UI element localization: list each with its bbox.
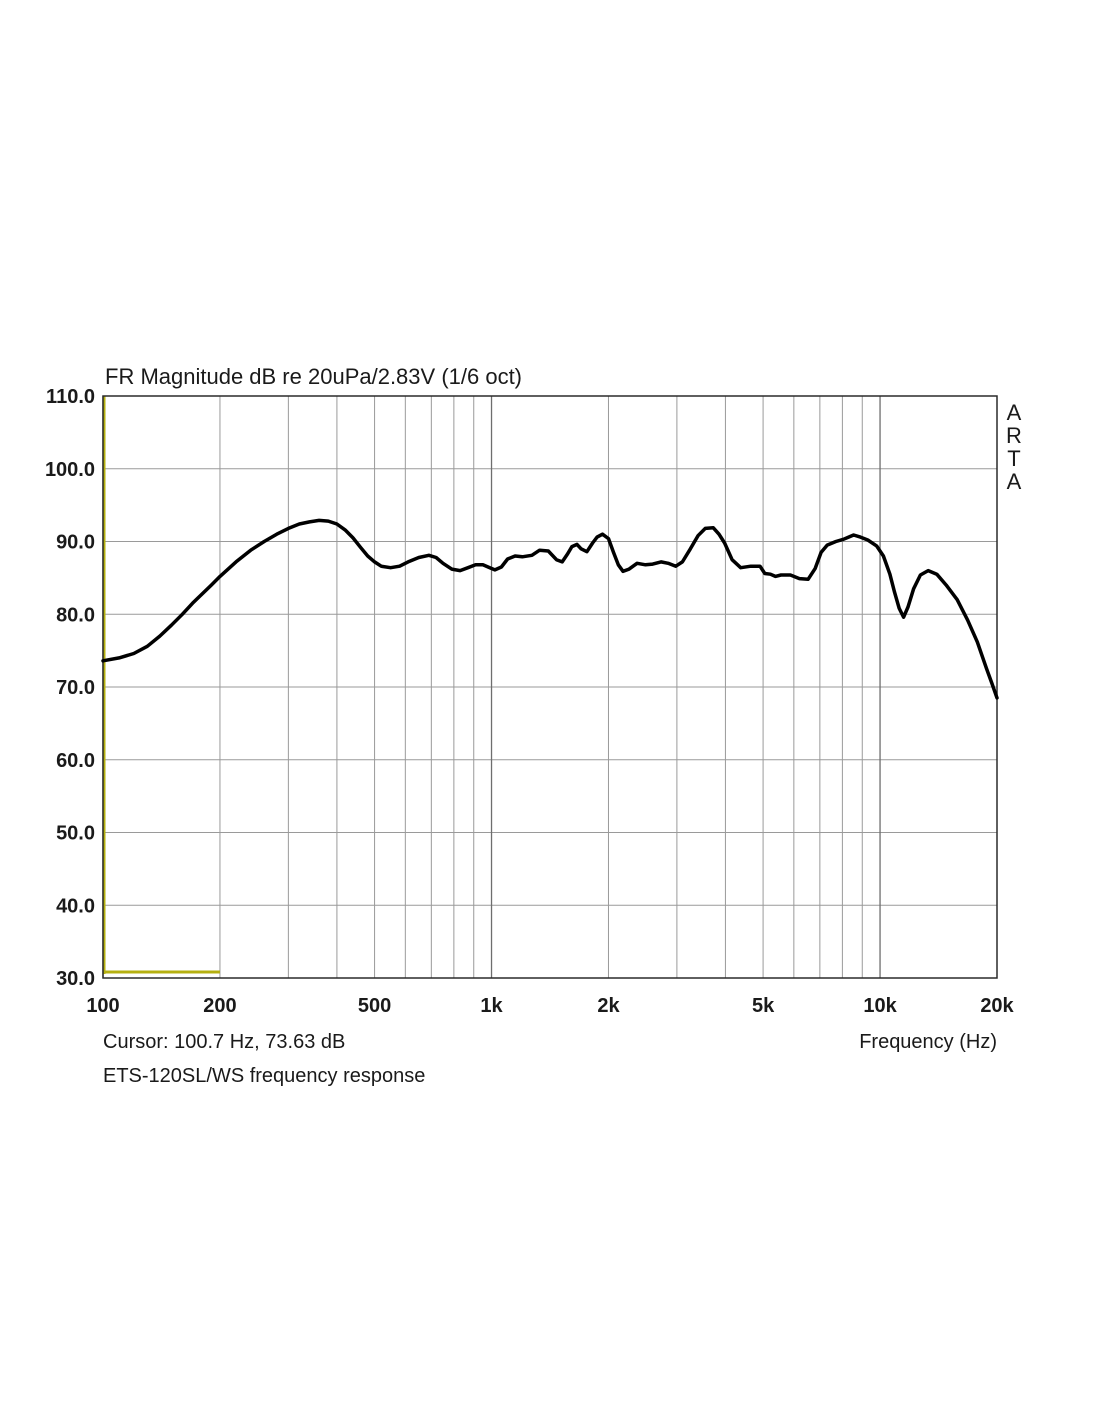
y-tick-label: 50.0 <box>56 823 95 845</box>
y-tick-label: 80.0 <box>56 604 95 626</box>
y-tick-label: 100.0 <box>45 459 95 481</box>
x-tick-labels: 100 200 500 1k 2k 5k 10k 20k <box>86 995 1014 1017</box>
x-tick-label: 5k <box>752 995 775 1017</box>
brand-letter: T <box>1007 446 1020 471</box>
brand-letter: A <box>1007 400 1022 425</box>
x-axis-label: Frequency (Hz) <box>859 1031 997 1053</box>
brand-letter: R <box>1006 423 1022 448</box>
chart-title: FR Magnitude dB re 20uPa/2.83V (1/6 oct) <box>105 364 522 389</box>
x-tick-label: 2k <box>597 995 620 1017</box>
y-tick-label: 70.0 <box>56 677 95 699</box>
x-tick-label: 1k <box>480 995 503 1017</box>
y-tick-label: 110.0 <box>46 386 95 408</box>
brand-letter: A <box>1007 469 1022 494</box>
plot-frame <box>102 395 998 979</box>
x-tick-label: 200 <box>203 995 236 1017</box>
y-tick-label: 90.0 <box>56 532 95 554</box>
series-layer <box>101 518 999 700</box>
x-tick-label: 10k <box>863 995 897 1017</box>
x-tick-label: 100 <box>86 995 119 1017</box>
grid-lines <box>102 395 998 979</box>
chart-caption: ETS-120SL/WS frequency response <box>103 1065 425 1087</box>
y-tick-label: 30.0 <box>56 968 95 990</box>
y-tick-labels: 110.0 100.0 90.0 80.0 70.0 60.0 50.0 40.0 30.0 <box>45 386 95 990</box>
cursor-marker <box>102 396 220 974</box>
y-tick-label: 60.0 <box>56 750 95 772</box>
x-tick-label: 20k <box>980 995 1014 1017</box>
series-line <box>101 518 999 700</box>
cursor-readout: Cursor: 100.7 Hz, 73.63 dB <box>103 1031 345 1053</box>
y-tick-label: 40.0 <box>56 895 95 917</box>
x-tick-label: 500 <box>358 995 391 1017</box>
